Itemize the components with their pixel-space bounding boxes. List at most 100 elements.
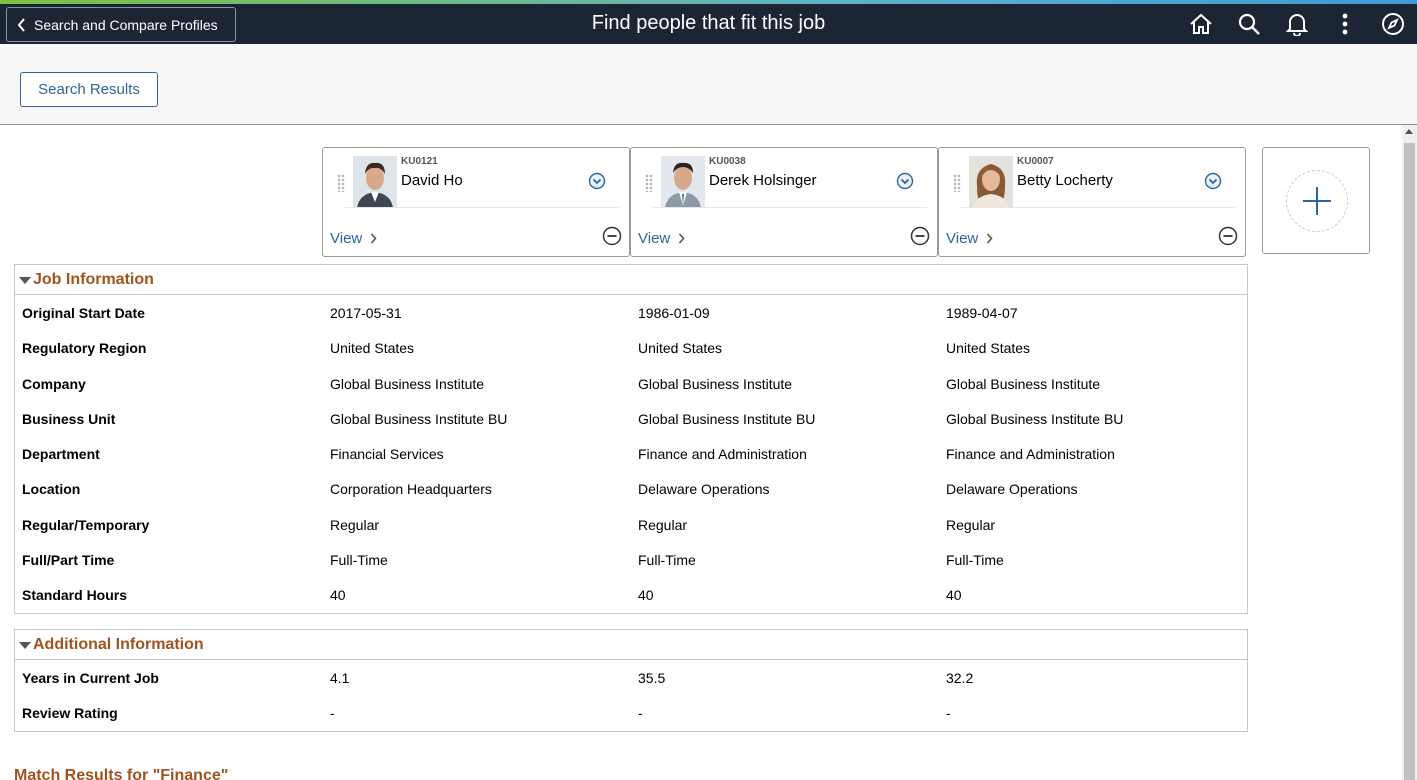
- row-value: 2017-05-31: [330, 305, 402, 321]
- add-ring: [1286, 170, 1348, 232]
- row-value: 4.1: [330, 670, 350, 686]
- chevron-down-icon[interactable]: [588, 172, 606, 190]
- row-label: Department: [22, 446, 100, 463]
- row-label: Business Unit: [22, 410, 116, 427]
- table-row: Review Rating - - -: [15, 695, 1247, 730]
- table-row: Company Global Business Institute Global…: [15, 366, 1247, 401]
- row-value: Regular: [330, 516, 380, 533]
- chevron-left-icon: [17, 17, 25, 32]
- scroll-up-arrow-icon[interactable]: [1405, 129, 1413, 134]
- vertical-scrollbar[interactable]: [1402, 125, 1417, 780]
- avatar: [353, 156, 397, 208]
- row-value: United States: [330, 340, 415, 357]
- compass-icon[interactable]: [1369, 4, 1417, 44]
- row-value: 32.2: [946, 670, 974, 686]
- card-divider: [961, 207, 1235, 208]
- home-icon[interactable]: [1177, 4, 1225, 44]
- table-row: Location Corporation Headquarters Delawa…: [15, 471, 1247, 506]
- view-link-label: View: [638, 230, 671, 247]
- compare-content: KU0121 David Ho View KU0038 Derek Holsin…: [0, 125, 1402, 780]
- table-row: Original Start Date 2017-05-31 1986-01-0…: [15, 295, 1247, 330]
- row-value: Regular: [946, 516, 996, 533]
- profile-name: Betty Locherty: [1017, 172, 1113, 189]
- profile-name: David Ho: [401, 172, 463, 189]
- row-value: Global Business Institute: [946, 375, 1101, 392]
- drag-handle[interactable]: [645, 174, 653, 192]
- remove-icon[interactable]: [910, 226, 930, 246]
- remove-icon[interactable]: [602, 226, 622, 246]
- view-link[interactable]: View: [946, 230, 993, 247]
- row-value: United States: [946, 340, 1031, 357]
- avatar: [661, 156, 705, 208]
- more-vertical-icon[interactable]: [1321, 4, 1369, 44]
- row-value: Finance and Administration: [638, 446, 807, 463]
- row-value: Global Business Institute: [330, 375, 485, 392]
- avatar: [969, 156, 1013, 208]
- table-row: Standard Hours 40 40 40: [15, 577, 1247, 612]
- row-label: Regular/Temporary: [22, 516, 150, 533]
- chevron-down-icon[interactable]: [1204, 172, 1222, 190]
- row-value: United States: [638, 340, 723, 357]
- row-label: Original Start Date: [22, 305, 145, 321]
- row-value: -: [330, 705, 335, 722]
- table-row: Department Financial Services Finance an…: [15, 436, 1247, 471]
- table-row: Full/Part Time Full-Time Full-Time Full-…: [15, 542, 1247, 577]
- row-value: Corporation Headquarters: [330, 481, 492, 498]
- row-value: Global Business Institute: [638, 375, 793, 392]
- additional-information-header[interactable]: Additional Information: [15, 630, 1247, 660]
- back-button[interactable]: Search and Compare Profiles: [6, 7, 236, 42]
- header-actions: [1177, 4, 1417, 44]
- profile-id: KU0121: [401, 156, 438, 167]
- row-value: Financial Services: [330, 446, 444, 463]
- scroll-thumb[interactable]: [1404, 143, 1415, 780]
- view-link[interactable]: View: [330, 230, 377, 247]
- row-label: Standard Hours: [22, 587, 128, 604]
- row-value: 35.5: [638, 670, 666, 686]
- table-row: Regulatory Region United States United S…: [15, 330, 1247, 365]
- row-value: Delaware Operations: [946, 481, 1078, 498]
- row-value: Finance and Administration: [946, 446, 1115, 463]
- remove-icon[interactable]: [1218, 226, 1238, 246]
- row-value: -: [638, 705, 643, 722]
- row-label: Company: [22, 375, 86, 392]
- match-results-title: Match Results for "Finance": [14, 767, 229, 780]
- chevron-right-icon: [371, 233, 377, 244]
- drag-handle[interactable]: [337, 174, 345, 192]
- row-value: 40: [638, 587, 654, 604]
- collapse-triangle-icon: [19, 642, 31, 649]
- row-value: Global Business Institute BU: [330, 410, 508, 427]
- job-information-section: Job Information Original Start Date 2017…: [14, 264, 1248, 614]
- sub-header: Search Results: [0, 44, 1417, 125]
- table-row: Business Unit Global Business Institute …: [15, 401, 1247, 436]
- view-link[interactable]: View: [638, 230, 685, 247]
- bell-icon[interactable]: [1273, 4, 1321, 44]
- profile-id: KU0038: [709, 156, 746, 167]
- row-label: Location: [22, 481, 81, 498]
- search-icon[interactable]: [1225, 4, 1273, 44]
- profile-id: KU0007: [1017, 156, 1054, 167]
- row-value: Full-Time: [946, 552, 1004, 569]
- row-value: -: [946, 705, 951, 722]
- search-results-button[interactable]: Search Results: [20, 72, 158, 107]
- row-value: 1986-01-09: [638, 305, 710, 321]
- drag-handle[interactable]: [953, 174, 961, 192]
- row-value: Delaware Operations: [638, 481, 770, 498]
- row-label: Years in Current Job: [22, 670, 159, 686]
- row-value: Global Business Institute BU: [638, 410, 816, 427]
- plus-icon: [1303, 187, 1331, 215]
- job-information-header[interactable]: Job Information: [15, 265, 1247, 295]
- accent-stripe: [0, 0, 1417, 4]
- chevron-down-icon[interactable]: [896, 172, 914, 190]
- chevron-right-icon: [679, 233, 685, 244]
- row-label: Regulatory Region: [22, 340, 147, 357]
- additional-information-section: Additional Information Years in Current …: [14, 629, 1248, 732]
- add-profile-button[interactable]: [1262, 147, 1370, 254]
- top-header: Search and Compare Profiles Find people …: [0, 4, 1417, 44]
- section-title: Additional Information: [33, 635, 204, 653]
- row-value: Full-Time: [638, 552, 696, 569]
- table-row: Years in Current Job 4.1 35.5 32.2: [15, 660, 1247, 695]
- view-link-label: View: [330, 230, 363, 247]
- profile-card: KU0121 David Ho View: [322, 147, 630, 257]
- card-divider: [345, 207, 619, 208]
- section-title: Job Information: [33, 270, 154, 288]
